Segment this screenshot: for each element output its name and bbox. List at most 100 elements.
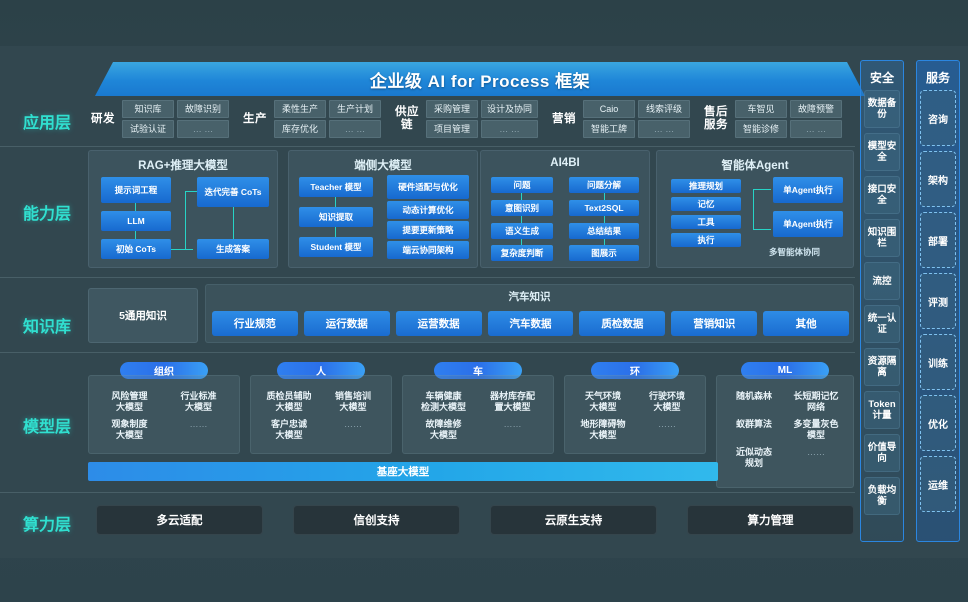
knowledge-chip[interactable]: 其他 (763, 311, 850, 336)
compute-item[interactable]: 算力管理 (687, 505, 854, 535)
knowledge-generic-box[interactable]: 5通用知识 (88, 288, 198, 343)
model-item[interactable]: 长短期记忆 网络 (793, 391, 839, 412)
model-item[interactable]: 风险管理 大模型 (111, 391, 148, 412)
model-item[interactable]: 天气环境 大模型 (584, 391, 621, 412)
model-group-pill[interactable]: ML (741, 362, 829, 379)
app-cell[interactable]: 库存优化 (274, 120, 326, 138)
knowledge-chip[interactable]: 行业规范 (212, 311, 298, 336)
app-cell[interactable]: 试验认证 (122, 120, 174, 138)
security-item[interactable]: 负载均衡 (864, 477, 900, 515)
app-cell[interactable]: 智能工牌 (583, 120, 636, 138)
compute-item[interactable]: 云原生支持 (490, 505, 657, 535)
app-group-marketing[interactable]: 营销 Caio 智能工牌 线索评级 … … (549, 98, 693, 140)
app-cell-more[interactable]: … … (177, 120, 229, 138)
cap-node[interactable]: 端云协同架构 (387, 241, 469, 259)
model-group-environment[interactable]: 环 天气环境 大模型 行驶环境 大模型 地形障碍物 大模型 …… (564, 362, 706, 454)
app-cell[interactable]: 设计及协同 (481, 100, 539, 118)
model-item[interactable]: 蚁群算法 (735, 419, 772, 429)
model-group-org[interactable]: 组织 风险管理 大模型 行业标准 大模型 观象制度 大模型 …… (88, 362, 240, 454)
service-item[interactable]: 评测 (920, 273, 956, 329)
cap-node[interactable]: 语义生成 (491, 223, 553, 239)
cap-node[interactable]: 迭代完善 CoTs (197, 177, 269, 207)
cap-node[interactable]: 单Agent执行 (773, 211, 843, 237)
cap-node[interactable]: 图展示 (569, 245, 639, 261)
knowledge-chip[interactable]: 汽车数据 (487, 311, 574, 336)
cap-node[interactable]: 意图识别 (491, 200, 553, 216)
security-item[interactable]: 接口安全 (864, 176, 900, 214)
app-cell[interactable]: 生产计划 (329, 100, 381, 118)
cap-node[interactable]: 单Agent执行 (773, 177, 843, 203)
cap-node[interactable]: LLM (101, 211, 171, 231)
app-group-production[interactable]: 生产 柔性生产 库存优化 生产计划 … … (240, 98, 384, 140)
app-cell[interactable]: 线索评级 (638, 100, 691, 118)
cap-node[interactable]: Teacher 模型 (299, 177, 373, 197)
cap-node[interactable]: Student 模型 (299, 237, 373, 257)
cap-node[interactable]: 知识提取 (299, 207, 373, 227)
model-item-more[interactable]: …… (658, 419, 676, 429)
cap-node[interactable]: 复杂度判断 (491, 245, 553, 261)
model-item[interactable]: 多变量灰色 模型 (793, 419, 839, 440)
capability-card-edge-model[interactable]: 端侧大模型 Teacher 模型 知识提取 Student 模型 硬件适配与优化… (288, 150, 478, 268)
service-item[interactable]: 架构 (920, 151, 956, 207)
app-cell[interactable]: 采购管理 (426, 100, 478, 118)
capability-card-rag[interactable]: RAG+推理大模型 提示词工程 LLM 初始 CoTs 迭代完善 CoTs 生成… (88, 150, 278, 268)
cap-node[interactable]: 推理规划 (671, 179, 741, 193)
cap-node[interactable]: 初始 CoTs (101, 239, 171, 259)
model-item-more[interactable]: …… (344, 419, 362, 429)
cap-node[interactable]: 提要更新策略 (387, 221, 469, 239)
app-group-rd[interactable]: 研发 知识库 试验认证 故障识别 … … (88, 98, 232, 140)
model-group-pill[interactable]: 车 (434, 362, 522, 379)
cap-node[interactable]: 提示词工程 (101, 177, 171, 203)
model-group-vehicle[interactable]: 车 车辆健康 检测大模型 器材库存配 置大模型 故障维修 大模型 …… (402, 362, 554, 454)
security-item[interactable]: 数据备份 (864, 90, 900, 128)
app-cell[interactable]: 知识库 (122, 100, 174, 118)
service-item[interactable]: 运维 (920, 456, 956, 512)
model-group-pill[interactable]: 环 (591, 362, 679, 379)
security-item[interactable]: 模型安全 (864, 133, 900, 171)
cap-node[interactable]: 动态计算优化 (387, 201, 469, 219)
cap-node[interactable]: 硬件适配与优化 (387, 175, 469, 199)
model-item[interactable]: 行驶环境 大模型 (648, 391, 685, 412)
model-item-more[interactable]: …… (807, 447, 825, 457)
compute-item[interactable]: 信创支持 (293, 505, 460, 535)
model-item[interactable]: 客户忠诚 大模型 (270, 419, 307, 440)
service-item[interactable]: 训练 (920, 334, 956, 390)
model-item[interactable]: 销售培训 大模型 (334, 391, 371, 412)
model-group-pill[interactable]: 人 (277, 362, 365, 379)
app-cell-more[interactable]: … … (790, 120, 843, 138)
model-item-more[interactable]: …… (189, 419, 208, 429)
model-item[interactable]: 随机森林 (735, 391, 772, 401)
cap-node[interactable]: 生成答案 (197, 239, 269, 259)
security-item[interactable]: 知识围栏 (864, 219, 900, 257)
knowledge-chip[interactable]: 运营数据 (395, 311, 482, 336)
model-group-pill[interactable]: 组织 (120, 362, 208, 379)
service-item[interactable]: 咨询 (920, 90, 956, 146)
compute-item[interactable]: 多云适配 (96, 505, 263, 535)
capability-card-ai4bi[interactable]: AI4BI 问题 意图识别 语义生成 复杂度判断 问题分解 Text2SQL 总… (480, 150, 650, 268)
model-group-people[interactable]: 人 质检员辅助 大模型 销售培训 大模型 客户忠诚 大模型 …… (250, 362, 392, 454)
app-cell[interactable]: 故障预警 (790, 100, 843, 118)
service-item[interactable]: 部署 (920, 212, 956, 268)
model-item[interactable]: 器材库存配 置大模型 (489, 391, 535, 412)
app-group-supply-chain[interactable]: 供应链 采购管理 项目管理 设计及协同 … … (392, 98, 541, 140)
model-item[interactable]: 行业标准 大模型 (180, 391, 217, 412)
model-item[interactable]: 地形障碍物 大模型 (580, 419, 626, 440)
security-item[interactable]: 统一认证 (864, 305, 900, 343)
base-model-bar[interactable]: 基座大模型 (88, 462, 718, 481)
security-item[interactable]: 流控 (864, 262, 900, 300)
model-group-ml[interactable]: ML 随机森林 长短期记忆 网络 蚁群算法 多变量灰色 模型 近似动态 规划 …… (716, 362, 854, 488)
knowledge-chip[interactable]: 运行数据 (303, 311, 390, 336)
cap-node[interactable]: 问题分解 (569, 177, 639, 193)
app-cell[interactable]: 故障识别 (177, 100, 229, 118)
security-item[interactable]: Token计量 (864, 391, 900, 429)
app-cell-more[interactable]: … … (481, 120, 539, 138)
cap-node[interactable]: Text2SQL (569, 200, 639, 216)
model-item[interactable]: 车辆健康 检测大模型 (420, 391, 466, 412)
cap-node[interactable]: 记忆 (671, 197, 741, 211)
cap-node[interactable]: 总结结果 (569, 223, 639, 239)
app-cell-more[interactable]: … … (329, 120, 381, 138)
app-cell[interactable]: 柔性生产 (274, 100, 326, 118)
cap-node[interactable]: 问题 (491, 177, 553, 193)
knowledge-chip[interactable]: 营销知识 (671, 311, 758, 336)
service-item[interactable]: 优化 (920, 395, 956, 451)
